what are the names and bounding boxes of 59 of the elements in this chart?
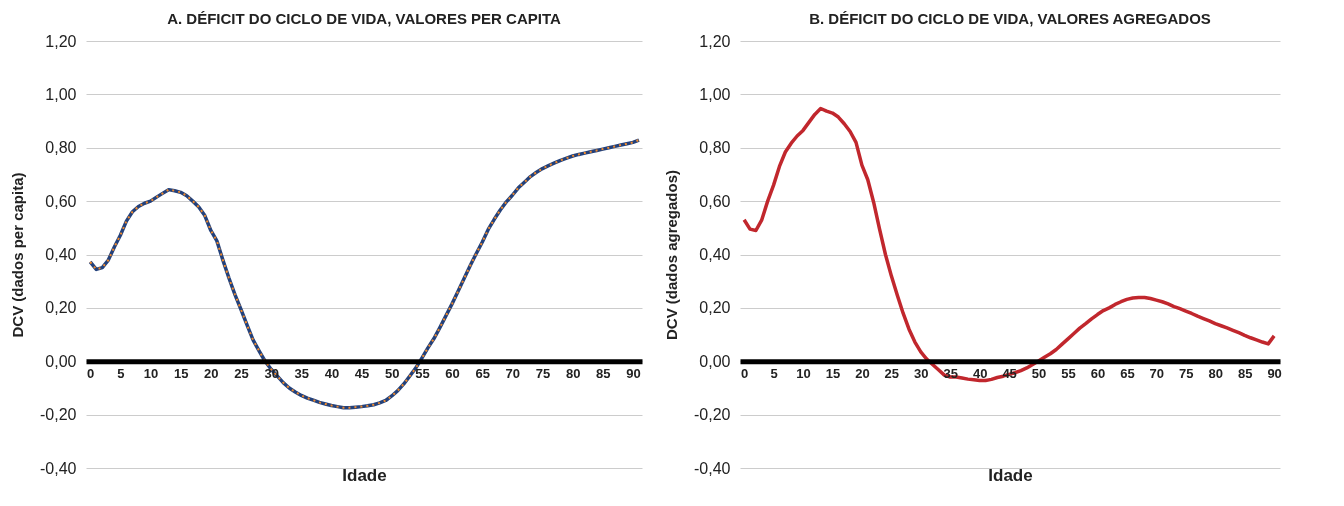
x-tick-label: 20 <box>855 365 870 381</box>
y-axis-title: DCV (dados per capita) <box>9 172 27 338</box>
x-tick-label: 70 <box>505 365 521 381</box>
x-tick-label: 5 <box>770 365 778 381</box>
y-tick-label: 1,00 <box>699 85 731 103</box>
x-tick-label: 60 <box>445 365 460 381</box>
y-tick-label: 0,00 <box>699 352 731 370</box>
x-tick-label: 0 <box>87 365 95 381</box>
y-tick-label: 0,60 <box>699 192 731 210</box>
x-tick-label: 65 <box>475 365 490 381</box>
x-tick-label: 5 <box>117 365 125 381</box>
x-tick-label: 15 <box>173 365 189 381</box>
x-tick-label: 10 <box>796 365 811 381</box>
y-tick-label: 0,60 <box>45 192 77 210</box>
x-tick-label: 20 <box>204 365 219 381</box>
x-tick-label: 80 <box>565 365 581 381</box>
x-axis-title: Idade <box>342 465 387 485</box>
x-tick-label: 85 <box>1237 365 1253 381</box>
x-tick-label: 50 <box>385 365 400 381</box>
x-tick-label: 40 <box>972 365 988 381</box>
x-tick-label: 70 <box>1149 365 1165 381</box>
x-tick-label: 60 <box>1090 365 1106 381</box>
y-tick-label: 0,20 <box>45 299 77 317</box>
x-tick-label: 25 <box>884 365 900 381</box>
x-tick-label: 85 <box>596 365 611 381</box>
x-tick-label: 75 <box>1179 365 1194 381</box>
chart-title: B. DÉFICIT DO CICLO DE VIDA, VALORES AGREGADOS <box>809 10 1211 27</box>
x-tick-label: 90 <box>626 365 641 381</box>
y-tick-label: 0,40 <box>699 246 731 263</box>
x-tick-label: 55 <box>415 365 430 381</box>
y-tick-label: 0,80 <box>699 139 731 157</box>
x-tick-label: 40 <box>324 365 340 381</box>
y-tick-label: -0,40 <box>694 459 731 477</box>
x-tick-label: 0 <box>741 365 749 381</box>
y-tick-label: 0,80 <box>45 139 77 157</box>
y-tick-label: -0,40 <box>40 459 77 477</box>
y-tick-label: 0,40 <box>45 246 77 263</box>
y-tick-label: 1,20 <box>45 32 77 50</box>
chart-title: A. DÉFICIT DO CICLO DE VIDA, VALORES PER CAPITA <box>167 10 561 27</box>
x-tick-label: 55 <box>1061 365 1076 381</box>
x-axis-title: Idade <box>988 465 1033 485</box>
x-tick-label: 90 <box>1267 365 1282 381</box>
x-tick-label: 65 <box>1120 365 1135 381</box>
x-tick-label: 25 <box>234 365 249 381</box>
y-tick-label: 0,00 <box>45 352 77 370</box>
x-tick-label: 30 <box>914 365 929 381</box>
x-tick-label: 35 <box>294 365 310 381</box>
x-tick-label: 80 <box>1208 365 1223 381</box>
y-axis-title: DCV (dados agregados) <box>663 169 681 341</box>
x-tick-label: 45 <box>354 365 370 381</box>
y-tick-label: 1,20 <box>699 32 731 50</box>
y-tick-label: 1,00 <box>45 85 77 103</box>
x-tick-label: 10 <box>143 365 159 381</box>
x-tick-label: 15 <box>825 365 841 381</box>
y-tick-label: -0,20 <box>40 406 77 424</box>
y-tick-label: -0,20 <box>694 406 731 424</box>
x-tick-label: 50 <box>1031 365 1047 381</box>
x-tick-label: 75 <box>535 365 551 381</box>
y-tick-label: 0,20 <box>699 299 731 317</box>
